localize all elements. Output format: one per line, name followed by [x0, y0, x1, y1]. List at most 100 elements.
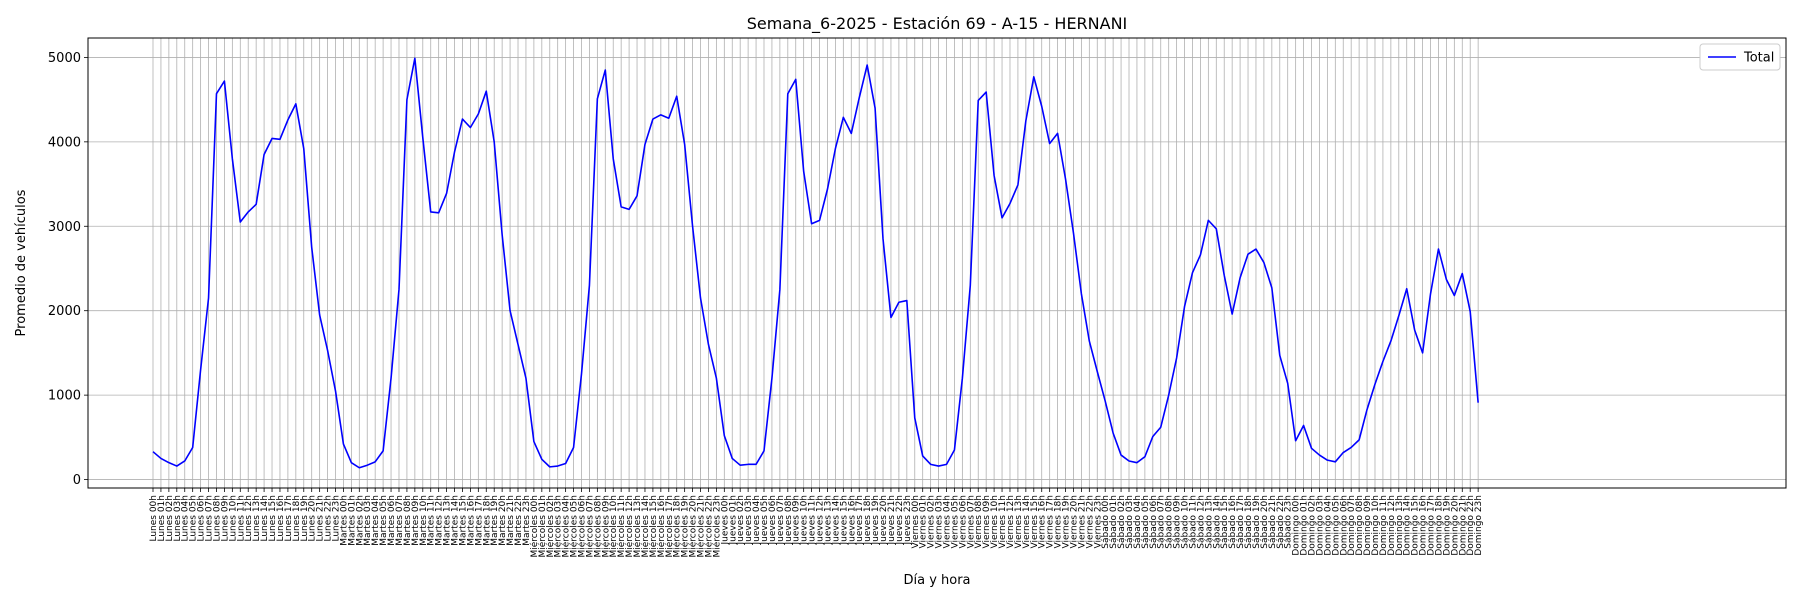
x-tick-label: Lunes 07h — [205, 495, 215, 542]
x-tick-label: Domingo 00h — [1292, 495, 1302, 556]
x-tick-label: Jueves 15h — [839, 495, 849, 545]
x-tick-label: Domingo 22h — [1466, 495, 1476, 556]
data-point — [1112, 432, 1115, 435]
x-tick-label: Domingo 05h — [1331, 495, 1341, 556]
data-point — [175, 464, 178, 467]
x-tick-label: Viernes 12h — [1006, 495, 1016, 549]
legend-box — [1699, 43, 1781, 71]
data-point — [556, 464, 559, 467]
x-tick-label: Viernes 10h — [990, 495, 1000, 549]
data-point — [977, 99, 980, 102]
data-point — [262, 153, 265, 156]
data-point — [683, 143, 686, 146]
x-tick-label: Domingo 16h — [1419, 495, 1429, 556]
x-tick-label: Jueves 02h — [736, 495, 746, 545]
x-tick-label: Domingo 14h — [1403, 495, 1413, 556]
data-point — [167, 461, 170, 464]
data-point — [643, 143, 646, 146]
x-tick-label: Sábado 01h — [1109, 495, 1119, 549]
data-point — [651, 117, 654, 120]
x-tick-label: Lunes 02h — [165, 495, 175, 542]
data-point — [382, 449, 385, 452]
data-point — [628, 208, 631, 211]
data-point — [873, 106, 876, 109]
x-tick-label: Martes 20h — [498, 495, 508, 546]
data-point — [659, 113, 662, 116]
x-tick-label: Lunes 04h — [181, 495, 191, 542]
x-tick-label: Sábado 23h — [1284, 495, 1294, 549]
data-point — [802, 170, 805, 173]
data-point — [604, 68, 607, 71]
x-tick-label: Domingo 02h — [1308, 495, 1318, 556]
data-point — [183, 459, 186, 462]
x-tick-label: Miércoles 10h — [608, 495, 619, 558]
x-tick-label: Lunes 20h — [308, 495, 318, 542]
data-point — [405, 98, 408, 101]
x-tick-label: Domingo 09h — [1363, 495, 1373, 556]
x-tick-label: Martes 14h — [451, 495, 461, 546]
x-tick-label: Viernes 01h — [919, 495, 929, 549]
data-point — [635, 194, 638, 197]
data-point — [429, 210, 432, 213]
data-point — [985, 90, 988, 93]
data-point — [1397, 314, 1400, 317]
data-point — [1429, 292, 1432, 295]
x-tick-label: Sábado 21h — [1268, 495, 1278, 549]
data-point — [1119, 453, 1122, 456]
chart-title: Semana_6-2025 - Estación 69 - A-15 - HER… — [747, 14, 1128, 34]
series-line-total — [152, 57, 1479, 469]
x-tick-label: Lunes 18h — [292, 495, 302, 542]
data-point — [905, 299, 908, 302]
data-point — [1127, 459, 1130, 462]
x-tick-label: Martes 00h — [339, 495, 349, 546]
data-point — [707, 343, 710, 346]
data-point — [1254, 247, 1257, 250]
data-point — [675, 95, 678, 98]
x-tick-label: Miércoles 15h — [648, 495, 659, 558]
x-tick-label: Lunes 13h — [252, 495, 262, 542]
y-axis-label: Promedio de vehículos — [14, 189, 29, 336]
x-tick-label: Miércoles 03h — [553, 495, 564, 558]
y-tick-label: 5000 — [48, 51, 81, 66]
data-point — [1334, 460, 1337, 463]
x-tick-label: Viernes 08h — [974, 495, 984, 549]
x-tick-label: Sábado 02h — [1117, 495, 1127, 549]
y-tick-label: 1000 — [48, 389, 81, 404]
data-point — [1437, 247, 1440, 250]
x-tick-label: Miércoles 06h — [576, 495, 587, 558]
data-point — [223, 79, 226, 82]
x-tick-label: Martes 13h — [443, 495, 453, 546]
data-point — [302, 147, 305, 150]
x-tick-label: Viernes 11h — [998, 495, 1008, 549]
data-point — [1175, 356, 1178, 359]
x-tick-label: Martes 06h — [387, 495, 397, 546]
data-point — [191, 446, 194, 449]
data-point — [723, 434, 726, 437]
data-point — [961, 377, 964, 380]
data-point — [1453, 294, 1456, 297]
data-point — [493, 140, 496, 143]
x-tick-label: Martes 23h — [522, 495, 532, 546]
series-layer — [152, 57, 1479, 469]
x-tick-label: Sábado 08h — [1165, 495, 1175, 549]
x-tick-label: Lunes 03h — [173, 495, 183, 542]
x-tick-label: Martes 18h — [482, 495, 492, 546]
data-point — [413, 57, 416, 60]
data-point — [1365, 408, 1368, 411]
x-tick-label: Martes 22h — [514, 495, 524, 546]
data-point — [770, 377, 773, 380]
data-point — [1421, 351, 1424, 354]
data-point — [1159, 426, 1162, 429]
data-point — [1040, 105, 1043, 108]
data-point — [231, 157, 234, 160]
x-tick-label: Miércoles 08h — [592, 495, 603, 558]
data-point — [1286, 382, 1289, 385]
data-point — [334, 389, 337, 392]
x-tick-label: Martes 08h — [403, 495, 413, 546]
x-tick-label: Miércoles 09h — [600, 495, 611, 558]
x-tick-label: Viernes 00h — [911, 495, 921, 549]
x-tick-label: Domingo 13h — [1395, 495, 1405, 556]
x-tick-label: Jueves 08h — [784, 495, 794, 545]
x-tick-label: Miércoles 02h — [545, 495, 556, 558]
